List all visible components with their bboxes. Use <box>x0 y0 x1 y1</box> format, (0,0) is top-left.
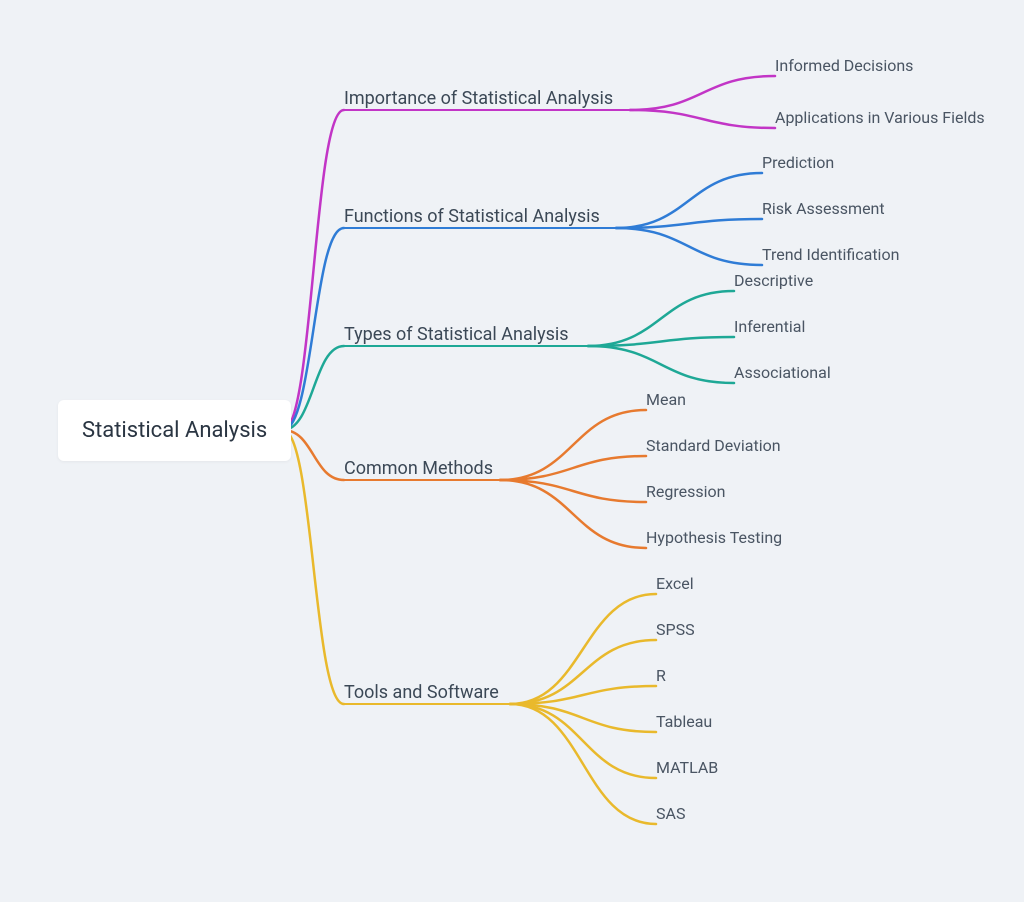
root-node[interactable]: Statistical Analysis <box>58 400 291 461</box>
leaf-node[interactable]: Associational <box>734 361 831 384</box>
leaf-node[interactable]: Tableau <box>656 710 712 733</box>
leaf-node[interactable]: SPSS <box>656 618 695 641</box>
leaf-node[interactable]: SAS <box>656 802 685 825</box>
leaf-node[interactable]: Descriptive <box>734 269 813 292</box>
branch-node[interactable]: Common Methods <box>344 454 493 483</box>
leaf-node[interactable]: Trend Identification <box>762 243 899 266</box>
branch-node[interactable]: Importance of Statistical Analysis <box>344 84 613 113</box>
leaf-node[interactable]: Inferential <box>734 315 805 338</box>
branch-node[interactable]: Types of Statistical Analysis <box>344 320 569 349</box>
leaf-node[interactable]: Risk Assessment <box>762 197 885 220</box>
leaf-node[interactable]: R <box>656 664 666 687</box>
leaf-node[interactable]: MATLAB <box>656 756 718 779</box>
leaf-node[interactable]: Prediction <box>762 151 834 174</box>
leaf-node[interactable]: Standard Deviation <box>646 434 781 457</box>
leaf-node[interactable]: Hypothesis Testing <box>646 526 782 549</box>
leaf-node[interactable]: Mean <box>646 388 686 411</box>
branch-node[interactable]: Functions of Statistical Analysis <box>344 202 600 231</box>
branch-node[interactable]: Tools and Software <box>344 678 499 707</box>
leaf-node[interactable]: Regression <box>646 480 725 503</box>
leaf-node[interactable]: Informed Decisions <box>775 54 913 77</box>
leaf-node[interactable]: Applications in Various Fields <box>775 106 985 129</box>
leaf-node[interactable]: Excel <box>656 572 694 595</box>
